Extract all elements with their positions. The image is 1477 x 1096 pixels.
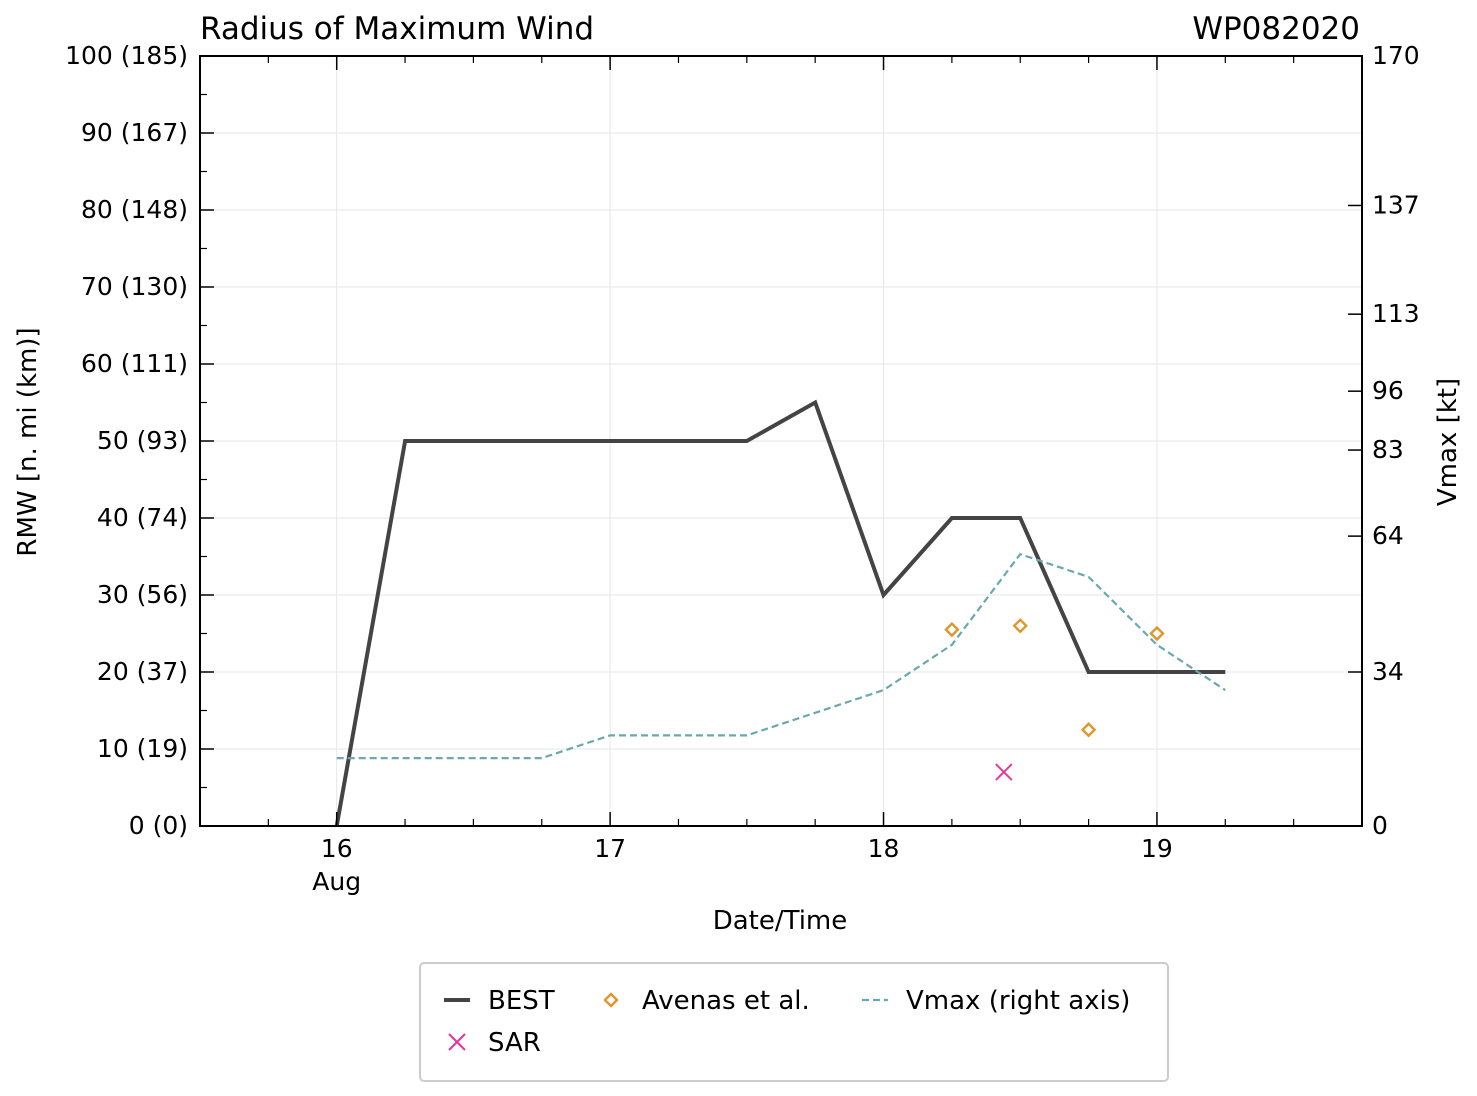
sar-point bbox=[995, 763, 1013, 781]
legend-label: Vmax (right axis) bbox=[906, 986, 1130, 1016]
y-tick-label: 40 (74) bbox=[97, 503, 188, 532]
y2-tick-label: 83 bbox=[1372, 435, 1404, 464]
avenas-point bbox=[944, 621, 960, 638]
x-tick-label: 17 bbox=[594, 834, 626, 863]
y-tick-label: 20 (37) bbox=[97, 657, 188, 686]
series-vmax-right-axis-line bbox=[336, 552, 1226, 760]
chart-title: Radius of Maximum Wind bbox=[200, 11, 594, 47]
grid bbox=[200, 55, 1362, 827]
y2-tick-label: 96 bbox=[1372, 376, 1404, 405]
y-tick-label: 90 (167) bbox=[81, 118, 188, 147]
storm-id: WP082020 bbox=[1192, 11, 1360, 47]
x-tick-label: 19 bbox=[1141, 834, 1173, 863]
y2-axis-label: Vmax [kt] bbox=[1433, 378, 1463, 506]
y-tick-label: 70 (130) bbox=[81, 272, 188, 301]
legend-label: Avenas et al. bbox=[642, 986, 810, 1016]
y-tick-label: 60 (111) bbox=[81, 349, 188, 378]
legend-swatch-avenas bbox=[603, 992, 619, 1008]
y-tick-label: 50 (93) bbox=[97, 426, 188, 455]
y-tick-label: 0 (0) bbox=[129, 811, 188, 840]
legend-swatch-sar bbox=[448, 1033, 466, 1051]
series-best-line bbox=[334, 399, 1226, 827]
y2-tick-label: 34 bbox=[1372, 657, 1404, 686]
y-tick-label: 30 (56) bbox=[97, 580, 188, 609]
x-tick-label: 16 bbox=[321, 834, 353, 863]
x-axis-label: Date/Time bbox=[713, 906, 848, 936]
legend-label: SAR bbox=[488, 1028, 541, 1058]
y2-tick-label: 170 bbox=[1372, 41, 1420, 70]
y-tick-label: 80 (148) bbox=[81, 195, 188, 224]
legend-swatch-sar-stroke bbox=[448, 1033, 466, 1051]
x-tick-label: 18 bbox=[868, 834, 900, 863]
axis-ticks: 0 (0) 10 (19) 20 (37) 30 (56) 40 (74) 50 (93)… bbox=[65, 41, 1420, 896]
legend: BEST Avenas et al. Vmax (right axis) SAR bbox=[419, 962, 1169, 1082]
y-axis-label: RMW [n. mi (km)] bbox=[13, 327, 43, 556]
y2-tick-label: 64 bbox=[1372, 521, 1404, 550]
y-tick-label: 100 (185) bbox=[65, 41, 188, 70]
legend-label: BEST bbox=[488, 986, 555, 1016]
avenas-point bbox=[1012, 618, 1028, 634]
avenas-point bbox=[1149, 625, 1165, 642]
y2-tick-label: 0 bbox=[1372, 811, 1388, 840]
y-tick-label: 10 (19) bbox=[97, 734, 188, 763]
avenas-point bbox=[1080, 722, 1097, 738]
x-tick-sublabel: Aug bbox=[312, 867, 361, 896]
y2-tick-label: 137 bbox=[1372, 190, 1420, 219]
series-layer bbox=[334, 399, 1226, 827]
legend-box bbox=[419, 962, 1169, 1082]
sar-point-stroke bbox=[995, 763, 1013, 781]
y2-tick-label: 113 bbox=[1372, 299, 1420, 328]
